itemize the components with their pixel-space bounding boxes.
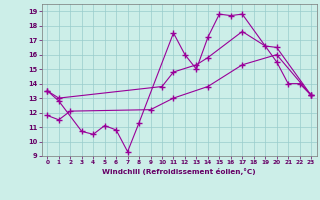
X-axis label: Windchill (Refroidissement éolien,°C): Windchill (Refroidissement éolien,°C)	[102, 168, 256, 175]
